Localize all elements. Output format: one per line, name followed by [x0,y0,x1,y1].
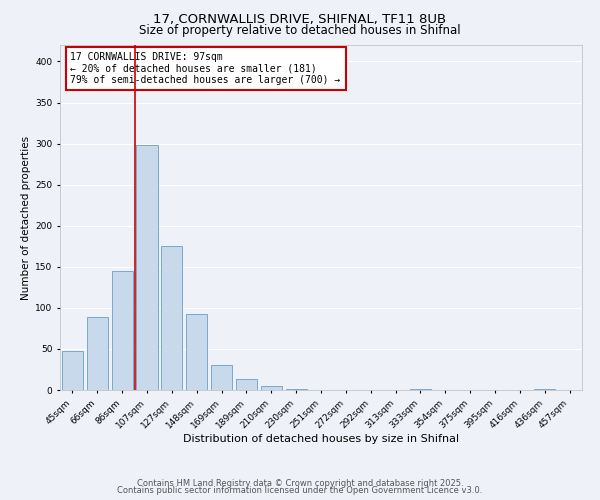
Text: Contains HM Land Registry data © Crown copyright and database right 2025.: Contains HM Land Registry data © Crown c… [137,478,463,488]
Bar [410,389,431,390]
Text: 17 CORNWALLIS DRIVE: 97sqm
← 20% of detached houses are smaller (181)
79% of sem: 17 CORNWALLIS DRIVE: 97sqm ← 20% of deta… [70,52,341,85]
Bar [236,380,257,390]
Bar [211,366,232,390]
Bar [261,386,282,390]
Bar [136,145,158,390]
Bar [62,352,83,390]
Bar [112,271,133,390]
Bar [161,246,182,390]
Text: Size of property relative to detached houses in Shifnal: Size of property relative to detached ho… [139,24,461,37]
Bar [534,389,555,390]
Text: 17, CORNWALLIS DRIVE, SHIFNAL, TF11 8UB: 17, CORNWALLIS DRIVE, SHIFNAL, TF11 8UB [154,12,446,26]
X-axis label: Distribution of detached houses by size in Shifnal: Distribution of detached houses by size … [183,434,459,444]
Bar [286,389,307,390]
Bar [87,317,108,390]
Y-axis label: Number of detached properties: Number of detached properties [21,136,31,300]
Text: Contains public sector information licensed under the Open Government Licence v3: Contains public sector information licen… [118,486,482,495]
Bar [186,314,207,390]
